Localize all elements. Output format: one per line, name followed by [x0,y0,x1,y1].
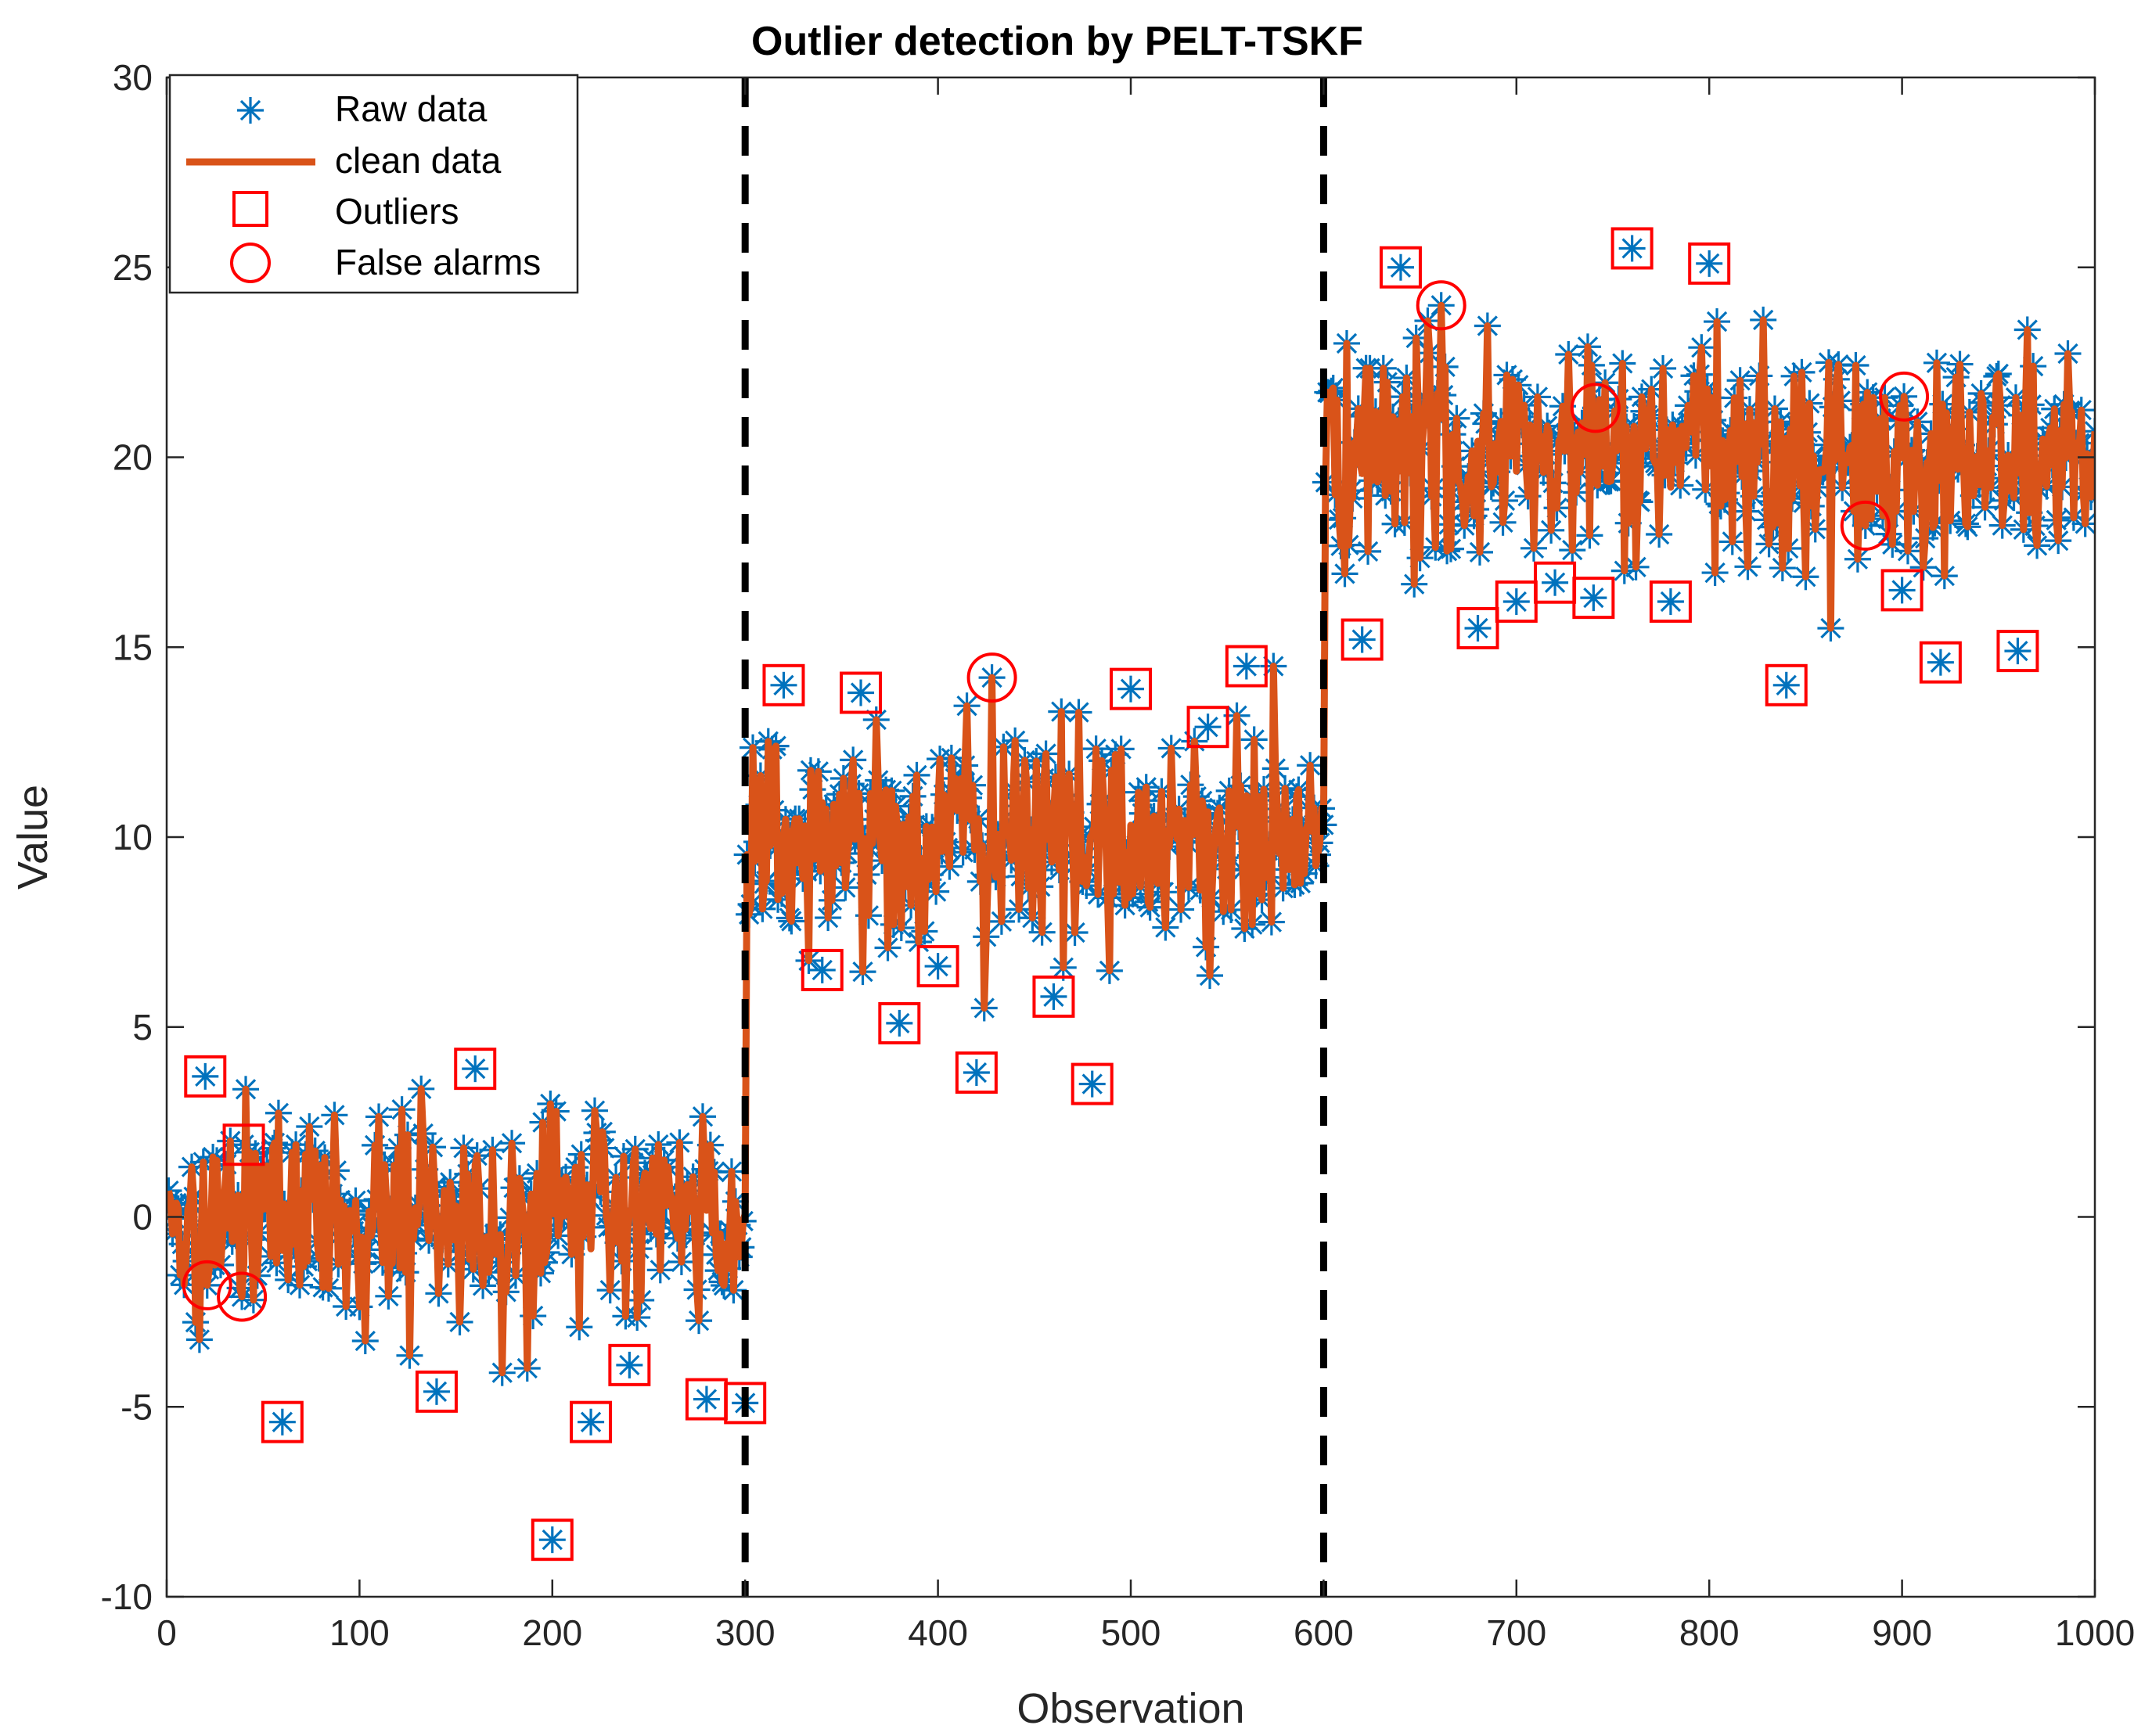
raw-data-point [1348,626,1376,653]
raw-data-point [1502,588,1530,615]
raw-data-point [1542,569,1569,596]
raw-data-point [1618,235,1646,262]
chart-title: Outlier detection by PELT-TSKF [751,19,1363,64]
raw-data-point [578,1408,605,1436]
raw-data-point-stroke [465,1058,486,1080]
raw-data-point-stroke [696,1389,718,1410]
raw-data-point [1194,713,1222,741]
raw-data-point-stroke [426,1381,448,1402]
raw-data-point-stroke [167,1180,179,1195]
raw-data-point [268,1408,296,1436]
raw-data-point-stroke [580,1411,602,1432]
raw-data-point [770,671,797,699]
raw-data-point [924,953,952,980]
raw-data-point-stroke [850,682,872,703]
raw-data-point [1696,250,1723,277]
raw-data-point [963,1059,990,1087]
raw-data-point [693,1386,720,1413]
raw-data-point [1888,577,1916,604]
raw-data-point [462,1055,489,1083]
raw-data-point [1040,983,1067,1010]
raw-data-point [1772,671,1800,699]
raw-data-point-stroke [811,959,833,981]
raw-data-point [423,1378,450,1405]
raw-data-point-stroke [927,955,948,977]
raw-data-point [1580,584,1607,612]
raw-data-point-stroke [619,1354,640,1375]
raw-data-point [1464,614,1492,642]
raw-data-point [1117,675,1144,703]
raw-data-point [886,1009,913,1037]
raw-data-point-stroke [195,1066,216,1087]
raw-data-point [1927,649,1954,676]
raw-data-point [2004,638,2031,665]
raw-data-point [538,1526,566,1554]
raw-data-point-stroke [889,1012,910,1034]
raw-data-point [616,1351,643,1378]
raw-data-point [192,1062,219,1090]
marks-layer [167,77,2095,1597]
raw-data-point [1387,253,1414,281]
raw-data-point [1078,1070,1106,1098]
raw-data-point [847,679,875,706]
raw-data-point [1657,588,1684,615]
raw-data-point-stroke [773,674,794,695]
raw-data-point [808,956,836,983]
raw-data-point [1233,652,1260,680]
raw-data-point-stroke [272,1411,293,1432]
raw-data-point-stroke [542,1529,563,1551]
